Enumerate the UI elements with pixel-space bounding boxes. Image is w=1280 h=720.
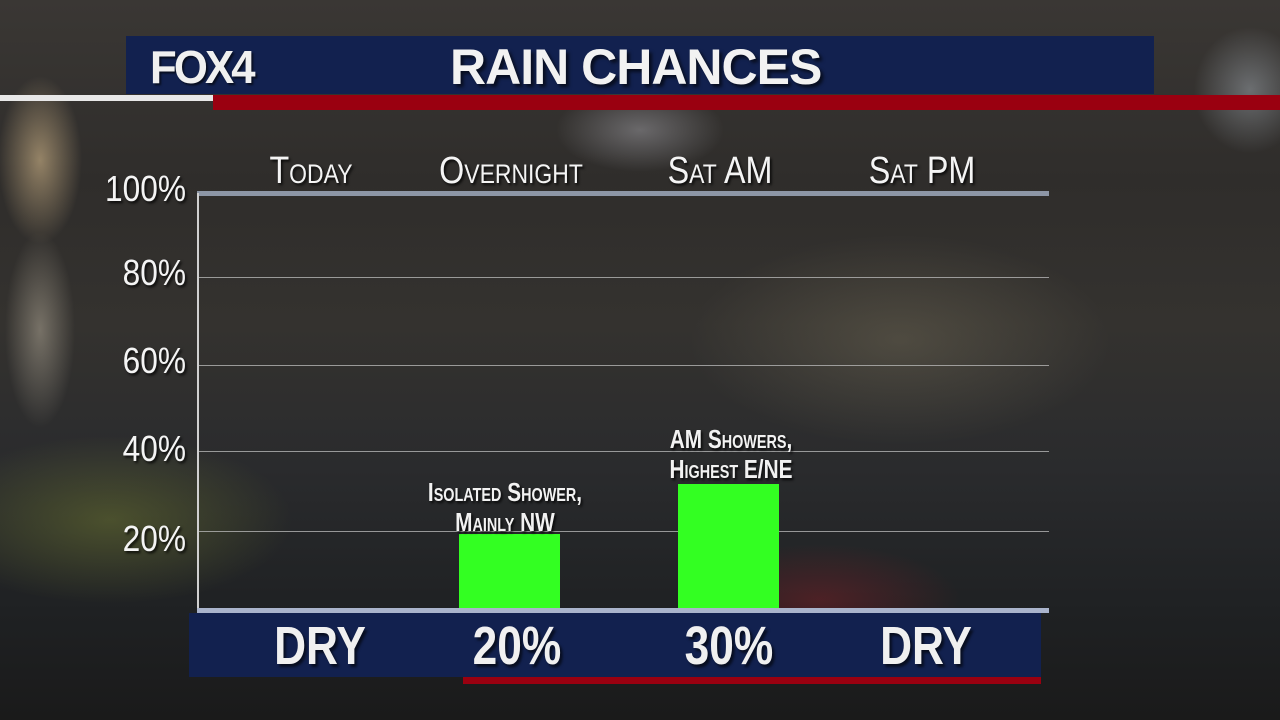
bar-sat-am [678, 484, 779, 610]
annotation-sat-am-line2: Highest E/NE [669, 454, 793, 484]
ytick-20: 20% [122, 518, 186, 559]
summary-red-stripe [463, 677, 1041, 684]
annotation-overnight: Isolated Shower, Mainly NW [401, 477, 609, 537]
annotation-sat-am: AM Showers, Highest E/NE [627, 424, 835, 484]
summary-sat-am: 30% [684, 616, 774, 676]
category-label-today: Today [269, 150, 353, 192]
y-axis-line [197, 193, 199, 613]
gridline-20 [199, 531, 1049, 532]
category-label-sat-am: Sat AM [667, 150, 773, 192]
x-axis-baseline [197, 608, 1049, 613]
title-banner [126, 36, 1154, 94]
gridline-60 [199, 365, 1049, 366]
annotation-overnight-line1: Isolated Shower, [427, 477, 583, 507]
annotation-sat-am-line1: AM Showers, [669, 424, 793, 454]
ytick-100: 100% [104, 168, 186, 209]
header-red-stripe [213, 95, 1280, 110]
annotation-overnight-line2: Mainly NW [455, 507, 555, 537]
category-label-sat-pm: Sat PM [868, 150, 976, 192]
summary-today: DRY [274, 616, 366, 676]
ytick-60: 60% [122, 340, 186, 381]
ytick-80: 80% [122, 252, 186, 293]
bar-overnight [459, 534, 560, 610]
gridline-80 [199, 277, 1049, 278]
summary-banner [189, 613, 1041, 677]
category-label-overnight: Overnight [439, 150, 583, 192]
summary-overnight: 20% [472, 616, 562, 676]
header-white-stripe [0, 95, 213, 101]
plot-top-border [197, 191, 1049, 196]
gridline-40 [199, 451, 1049, 452]
ytick-40: 40% [122, 428, 186, 469]
fox4-logo: FOX4 [150, 41, 256, 93]
chart-title: RAIN CHANCES [450, 39, 822, 95]
summary-sat-pm: DRY [880, 616, 972, 676]
